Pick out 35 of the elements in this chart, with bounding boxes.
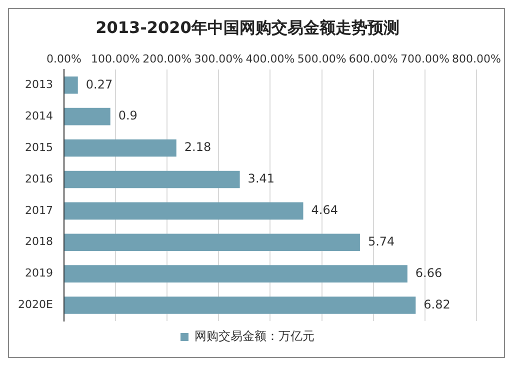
bar [64, 202, 304, 220]
y-tick-label: 2020E [18, 298, 53, 312]
x-tick-label: 700.00% [400, 52, 450, 66]
legend-label: 网购交易金额：万亿元 [194, 329, 314, 344]
bar [64, 265, 408, 282]
data-label: 4.64 [311, 203, 338, 218]
x-tick-label: 600.00% [348, 52, 398, 66]
bar [64, 76, 78, 94]
data-label: 0.27 [86, 77, 113, 92]
x-tick-label: 400.00% [246, 52, 295, 66]
y-tick-label: 2017 [24, 204, 53, 217]
y-tick-label: 2016 [24, 172, 53, 186]
data-label: 2.18 [184, 140, 212, 154]
x-tick-label: 200.00% [142, 52, 192, 66]
data-label: 3.41 [248, 172, 275, 186]
x-tick-label: 300.00% [194, 52, 244, 66]
y-tick-label: 2013 [24, 78, 53, 91]
bar [64, 234, 360, 252]
data-label: 6.66 [415, 266, 442, 280]
bar [64, 108, 110, 126]
data-label: 6.82 [424, 297, 450, 312]
y-tick-label: 2018 [24, 235, 53, 248]
y-tick-label: 2015 [24, 140, 53, 154]
bar [64, 139, 176, 157]
y-tick-label: 2014 [24, 109, 53, 122]
data-label: 5.74 [368, 234, 395, 248]
data-label: 0.9 [118, 108, 138, 123]
x-tick-label: 800.00% [452, 52, 502, 66]
y-tick-label: 2019 [24, 266, 53, 280]
bar [64, 296, 416, 314]
chart-title: 2013-2020年中国网购交易金额走势预测 [96, 18, 400, 37]
x-tick-label: 0.00% [46, 52, 82, 66]
bar [64, 170, 240, 188]
x-tick-label: 500.00% [297, 52, 346, 66]
x-tick-label: 100.00% [91, 52, 140, 66]
